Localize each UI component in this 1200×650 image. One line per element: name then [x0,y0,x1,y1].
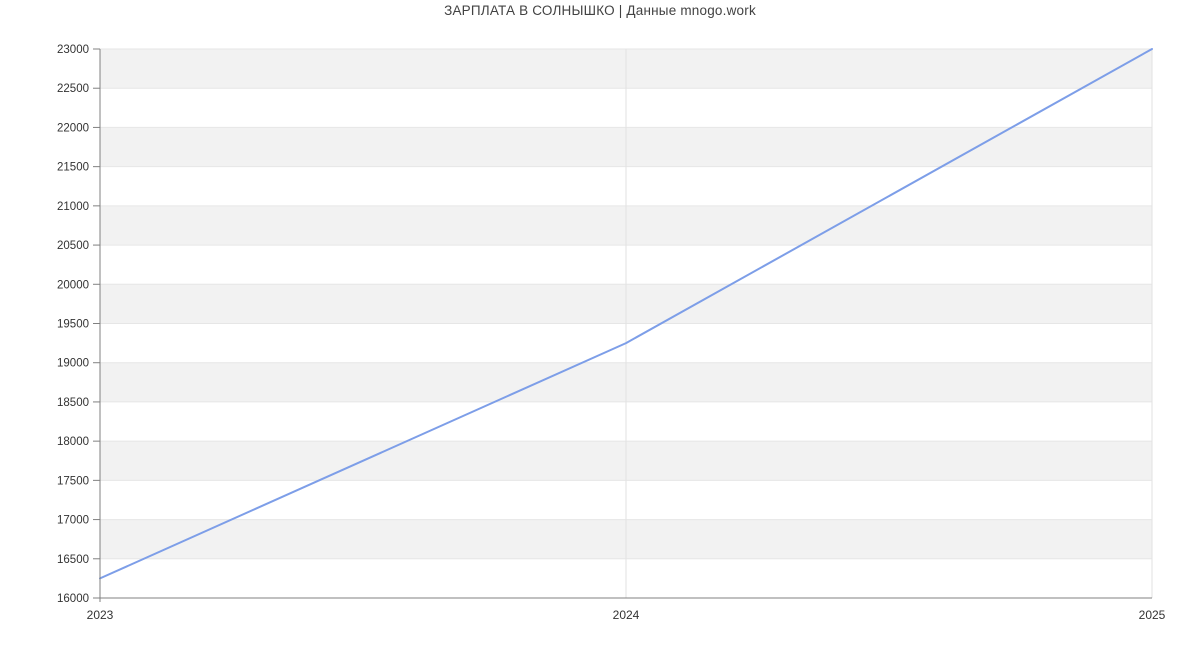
x-tick-label: 2025 [1139,608,1166,622]
y-tick-label: 21000 [57,201,89,213]
x-tick-label: 2024 [613,608,640,622]
y-tick-label: 22000 [57,122,89,134]
y-tick-label: 23000 [57,44,89,56]
y-tick-label: 20500 [57,240,89,252]
y-tick-label: 19000 [57,358,89,370]
y-tick-label: 22500 [57,83,89,95]
y-tick-label: 20000 [57,279,89,291]
y-tick-label: 18500 [57,397,89,409]
y-tick-label: 16500 [57,554,89,566]
y-tick-label: 17000 [57,515,89,527]
y-tick-label: 21500 [57,162,89,174]
y-tick-label: 18000 [57,436,89,448]
chart-title: ЗАРПЛАТА В СОЛНЫШКО | Данные mnogo.work [444,3,756,18]
y-tick-label: 17500 [57,475,89,487]
y-tick-label: 16000 [57,593,89,605]
y-tick-label: 19500 [57,319,89,331]
salary-line-series [99,48,1153,580]
x-tick-label: 2023 [87,608,114,622]
